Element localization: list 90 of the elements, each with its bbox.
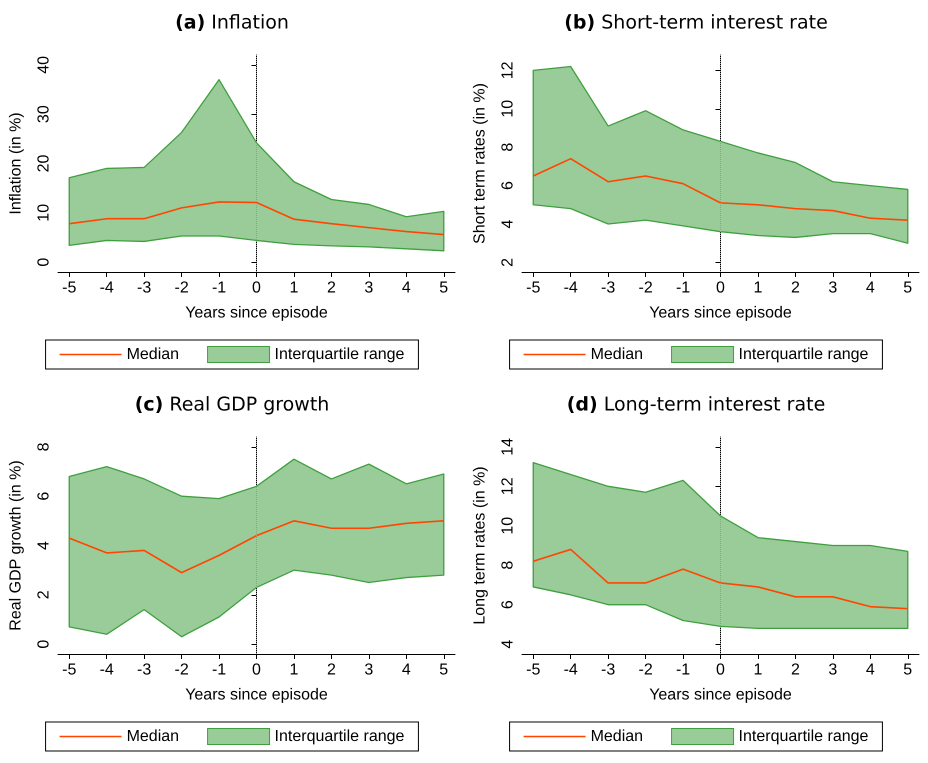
x-tick-label: -4 — [564, 280, 578, 296]
x-axis-title: Years since episode — [185, 304, 328, 322]
legend-label: Median — [126, 346, 180, 363]
chart-title: (b) Short-term interest rate — [564, 12, 828, 34]
legend-label: Median — [126, 728, 180, 744]
x-tick-label: 5 — [439, 280, 448, 296]
legend-label: Interquartile range — [738, 728, 869, 744]
y-axis-title: Long term rates (in %) — [472, 466, 488, 624]
y-tick-label: 8 — [500, 142, 516, 152]
x-tick-label: -4 — [100, 280, 114, 296]
x-tick-label: 1 — [290, 661, 298, 678]
x-tick-label: 3 — [828, 280, 838, 296]
chart-title: (a) Inflation — [175, 12, 289, 34]
x-tick-label: 1 — [754, 661, 762, 678]
x-tick-label: -2 — [638, 280, 653, 296]
x-tick-label: 0 — [252, 661, 262, 678]
y-tick-label: 0 — [36, 639, 52, 648]
legend-label: Interquartile range — [738, 346, 869, 363]
legend-label: Interquartile range — [274, 346, 405, 363]
x-tick-label: 2 — [790, 661, 800, 678]
x-tick-label: -3 — [137, 661, 152, 678]
legend-label: Median — [590, 346, 644, 363]
y-tick-label: 2 — [500, 258, 516, 267]
legend-label: Median — [590, 728, 644, 744]
y-tick-label: 2 — [36, 590, 52, 599]
x-tick-label: -3 — [137, 280, 152, 296]
x-tick-label: 3 — [828, 661, 838, 678]
y-tick-label: 4 — [500, 219, 516, 228]
x-tick-label: 4 — [402, 661, 411, 678]
x-axis-title: Years since episode — [649, 304, 792, 322]
x-tick-label: 1 — [754, 280, 762, 296]
line-series — [532, 548, 909, 609]
x-tick-label: 5 — [439, 661, 448, 678]
x-tick-label: -5 — [526, 661, 540, 678]
y-tick-label: 12 — [500, 476, 516, 495]
y-tick-label: 20 — [36, 154, 52, 172]
y-tick-label: 30 — [36, 105, 52, 124]
y-tick-label: 10 — [36, 204, 52, 222]
x-tick-label: -5 — [62, 280, 76, 296]
x-tick-label: -1 — [676, 280, 690, 296]
y-tick-label: 12 — [500, 61, 516, 80]
x-tick-label: -5 — [62, 661, 76, 678]
x-tick-label: -4 — [564, 661, 578, 678]
y-tick-label: 8 — [36, 442, 52, 451]
y-tick-label: 6 — [500, 181, 516, 190]
line-series — [532, 158, 909, 221]
y-axis-title: Real GDP growth (in %) — [8, 460, 24, 630]
line-series — [68, 520, 445, 573]
x-tick-label: -2 — [174, 280, 189, 296]
x-axis-title: Years since episode — [185, 686, 328, 703]
line-series — [68, 201, 445, 236]
y-tick-label: 10 — [500, 100, 516, 118]
y-tick-label: 4 — [36, 540, 52, 550]
x-tick-label: -3 — [601, 280, 616, 296]
x-tick-label: 5 — [903, 280, 912, 296]
x-tick-label: 3 — [364, 661, 374, 678]
x-tick-label: 0 — [252, 280, 262, 296]
x-tick-label: -5 — [526, 280, 540, 296]
x-tick-label: 4 — [402, 280, 411, 296]
chart-title: (d) Long-term interest rate — [566, 393, 826, 415]
x-tick-label: -1 — [676, 661, 690, 678]
x-axis-title: Years since episode — [649, 686, 792, 703]
legend-label: Interquartile range — [274, 728, 405, 744]
x-tick-label: 2 — [326, 661, 336, 678]
x-tick-label: 2 — [790, 280, 800, 296]
x-tick-label: 5 — [903, 661, 912, 678]
y-axis-title: Short term rates (in %) — [472, 83, 488, 244]
x-tick-label: -1 — [212, 661, 226, 678]
x-tick-label: -1 — [212, 280, 226, 296]
y-tick-label: 6 — [36, 491, 52, 500]
y-tick-label: 40 — [36, 56, 52, 74]
x-tick-label: 4 — [866, 280, 875, 296]
y-tick-label: 8 — [500, 560, 516, 570]
y-tick-label: 10 — [500, 516, 516, 534]
x-tick-label: -4 — [100, 661, 114, 678]
x-tick-label: -3 — [601, 661, 616, 678]
x-tick-label: -2 — [174, 661, 189, 678]
y-tick-label: 0 — [36, 258, 52, 267]
y-tick-label: 6 — [500, 600, 516, 609]
y-tick-label: 4 — [500, 639, 516, 648]
x-tick-label: 1 — [290, 280, 298, 296]
x-tick-label: 4 — [866, 661, 875, 678]
x-tick-label: 0 — [716, 280, 726, 296]
x-tick-label: 3 — [364, 280, 374, 296]
x-tick-label: 0 — [716, 661, 726, 678]
y-tick-label: 14 — [500, 437, 516, 456]
x-tick-label: 2 — [326, 280, 336, 296]
x-tick-label: -2 — [638, 661, 653, 678]
y-axis-title: Inflation (in %) — [8, 112, 24, 215]
chart-title: (c) Real GDP growth — [134, 393, 330, 415]
